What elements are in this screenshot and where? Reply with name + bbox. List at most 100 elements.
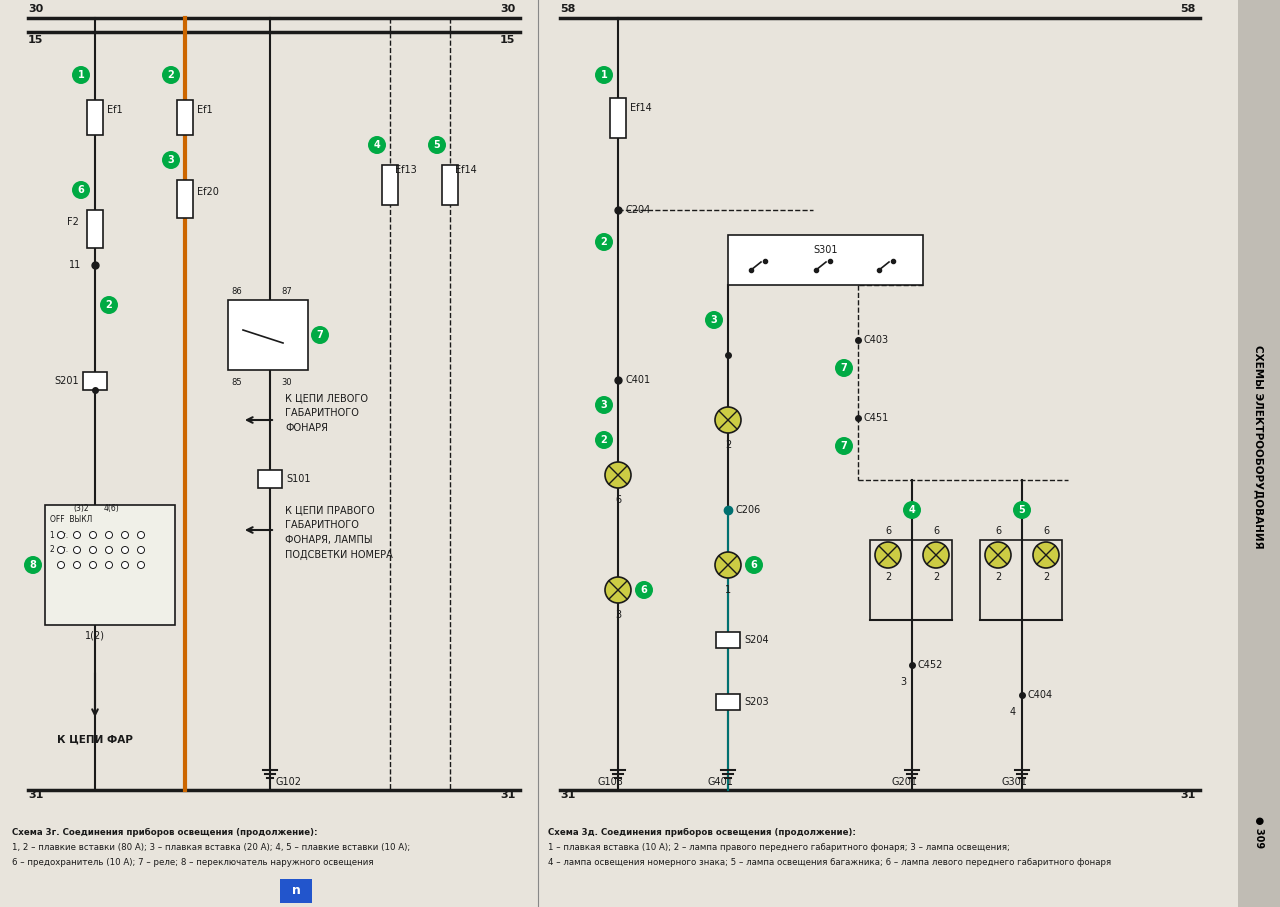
Circle shape — [716, 407, 741, 433]
Bar — [716, 632, 740, 648]
Text: C401: C401 — [626, 375, 652, 385]
Text: 6: 6 — [78, 185, 84, 195]
Circle shape — [705, 311, 723, 329]
Text: 5: 5 — [434, 140, 440, 150]
Circle shape — [58, 561, 64, 569]
Text: 6: 6 — [933, 526, 940, 536]
Text: 30: 30 — [282, 378, 292, 387]
Bar — [381, 165, 398, 205]
Text: G103: G103 — [598, 777, 623, 787]
Circle shape — [595, 431, 613, 449]
Text: К ЦЕПИ ПРАВОГО: К ЦЕПИ ПРАВОГО — [285, 505, 375, 515]
Text: n: n — [292, 884, 301, 898]
Text: C452: C452 — [918, 660, 943, 670]
Text: 30: 30 — [28, 4, 44, 14]
Circle shape — [369, 136, 387, 154]
Bar — [980, 540, 1062, 620]
Text: 2: 2 — [168, 70, 174, 80]
Circle shape — [58, 532, 64, 539]
Text: СХЕМЫ ЭЛЕКТРООБОРУДОВАНИЯ: СХЕМЫ ЭЛЕКТРООБОРУДОВАНИЯ — [1254, 346, 1265, 549]
Text: 85: 85 — [230, 378, 242, 387]
Text: 1: 1 — [600, 70, 608, 80]
Text: 4: 4 — [1010, 707, 1016, 717]
Circle shape — [90, 532, 96, 539]
Text: C206: C206 — [736, 505, 762, 515]
Text: ГАБАРИТНОГО: ГАБАРИТНОГО — [285, 408, 358, 418]
Circle shape — [835, 437, 852, 455]
Circle shape — [1033, 542, 1059, 568]
Text: Схема 3д. Соединения приборов освещения (продолжение):: Схема 3д. Соединения приборов освещения … — [548, 828, 856, 837]
Bar — [728, 235, 923, 285]
Circle shape — [876, 542, 901, 568]
Text: C204: C204 — [626, 205, 652, 215]
Circle shape — [72, 181, 90, 199]
Text: Ef13: Ef13 — [396, 165, 417, 175]
Circle shape — [902, 501, 922, 519]
Text: 2 ст.: 2 ст. — [50, 545, 68, 554]
Text: 2: 2 — [933, 572, 940, 582]
Circle shape — [595, 66, 613, 84]
Text: 4(6): 4(6) — [104, 503, 119, 512]
Text: К ЦЕПИ ФАР: К ЦЕПИ ФАР — [58, 735, 133, 745]
Text: S204: S204 — [744, 635, 768, 645]
Circle shape — [595, 233, 613, 251]
Circle shape — [105, 532, 113, 539]
Circle shape — [986, 542, 1011, 568]
Text: ГАБАРИТНОГО: ГАБАРИТНОГО — [285, 520, 358, 530]
Text: 6: 6 — [1043, 526, 1050, 536]
Circle shape — [90, 547, 96, 553]
Circle shape — [73, 547, 81, 553]
Text: 2: 2 — [995, 572, 1001, 582]
Text: G201: G201 — [892, 777, 918, 787]
Text: 6: 6 — [750, 560, 758, 570]
Text: C451: C451 — [864, 413, 890, 423]
Text: 1 – плавкая вставка (10 А); 2 – лампа правого переднего габаритного фонаря; 3 – : 1 – плавкая вставка (10 А); 2 – лампа пр… — [548, 843, 1010, 852]
Text: 2: 2 — [884, 572, 891, 582]
Circle shape — [137, 532, 145, 539]
Bar — [442, 165, 458, 205]
Text: 1: 1 — [78, 70, 84, 80]
Text: 4 – лампа освещения номерного знака; 5 – лампа освещения багажника; 6 – лампа ле: 4 – лампа освещения номерного знака; 5 –… — [548, 858, 1111, 867]
Text: 31: 31 — [1180, 790, 1196, 800]
Text: C403: C403 — [864, 335, 890, 345]
Text: S203: S203 — [744, 697, 768, 707]
Bar — [280, 879, 312, 903]
Circle shape — [635, 581, 653, 599]
Text: 3: 3 — [600, 400, 608, 410]
Circle shape — [58, 547, 64, 553]
Text: 3: 3 — [900, 677, 906, 687]
Circle shape — [24, 556, 42, 574]
Circle shape — [137, 547, 145, 553]
Bar — [83, 372, 108, 390]
Circle shape — [73, 561, 81, 569]
Text: 8: 8 — [29, 560, 36, 570]
Text: S101: S101 — [285, 474, 311, 484]
Circle shape — [428, 136, 445, 154]
Text: 2: 2 — [106, 300, 113, 310]
Circle shape — [100, 296, 118, 314]
Circle shape — [163, 151, 180, 169]
Circle shape — [105, 561, 113, 569]
Bar — [716, 694, 740, 710]
Text: 6: 6 — [995, 526, 1001, 536]
Circle shape — [122, 547, 128, 553]
Text: 1: 1 — [724, 585, 731, 595]
Text: 30: 30 — [500, 4, 516, 14]
Bar — [870, 540, 952, 620]
Circle shape — [1012, 501, 1030, 519]
Text: Ef14: Ef14 — [454, 165, 476, 175]
Text: ● 309: ● 309 — [1254, 816, 1265, 848]
Text: 3: 3 — [168, 155, 174, 165]
Circle shape — [73, 532, 81, 539]
Text: 31: 31 — [28, 790, 44, 800]
Text: G401: G401 — [708, 777, 733, 787]
Bar — [611, 98, 626, 138]
Text: (3)2: (3)2 — [73, 503, 88, 512]
Text: 11: 11 — [69, 260, 81, 270]
Text: 3: 3 — [614, 610, 621, 620]
Circle shape — [835, 359, 852, 377]
Circle shape — [311, 326, 329, 344]
Text: Ef1: Ef1 — [197, 105, 212, 115]
Text: Ef20: Ef20 — [197, 187, 219, 197]
Text: Ef1: Ef1 — [108, 105, 123, 115]
